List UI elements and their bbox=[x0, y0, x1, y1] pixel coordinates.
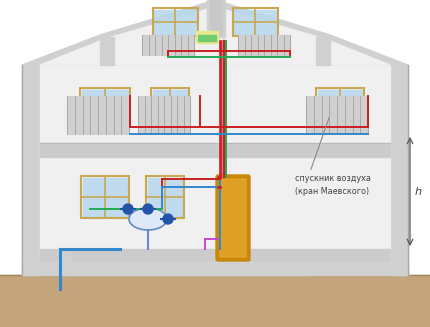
Bar bbox=[81, 176, 129, 218]
Text: спускник воздуха
(кран Маевского): спускник воздуха (кран Маевского) bbox=[295, 174, 370, 196]
Ellipse shape bbox=[129, 208, 167, 230]
Bar bbox=[100, 37, 114, 65]
Bar bbox=[0, 275, 430, 327]
Bar bbox=[40, 61, 390, 261]
Bar bbox=[67, 96, 129, 134]
Bar bbox=[80, 88, 130, 126]
Bar bbox=[151, 88, 189, 126]
Bar bbox=[82, 90, 129, 125]
Bar bbox=[233, 8, 277, 36]
Circle shape bbox=[143, 204, 153, 214]
Bar bbox=[83, 178, 128, 216]
FancyBboxPatch shape bbox=[220, 179, 246, 257]
Bar bbox=[22, 261, 408, 275]
Bar bbox=[210, 0, 222, 35]
Bar bbox=[238, 35, 290, 55]
Bar bbox=[22, 65, 40, 275]
Bar bbox=[316, 88, 364, 126]
Circle shape bbox=[123, 204, 133, 214]
Bar bbox=[306, 96, 368, 134]
Bar bbox=[196, 31, 218, 43]
Bar bbox=[146, 176, 184, 218]
Bar bbox=[138, 96, 190, 134]
Polygon shape bbox=[22, 0, 408, 65]
Bar bbox=[390, 65, 408, 275]
Bar bbox=[40, 249, 390, 261]
Bar bbox=[60, 249, 72, 275]
Bar bbox=[40, 143, 390, 157]
Polygon shape bbox=[40, 7, 390, 65]
Bar bbox=[154, 9, 196, 35]
Bar bbox=[147, 178, 182, 216]
Text: h: h bbox=[415, 187, 422, 197]
Bar bbox=[234, 9, 276, 35]
Bar bbox=[198, 35, 216, 41]
Bar bbox=[316, 37, 330, 65]
Bar bbox=[60, 263, 310, 275]
Bar bbox=[207, 0, 225, 37]
FancyBboxPatch shape bbox=[216, 175, 250, 261]
Bar bbox=[317, 90, 362, 125]
Circle shape bbox=[163, 214, 173, 224]
Bar bbox=[153, 8, 197, 36]
Bar bbox=[153, 90, 187, 125]
Bar bbox=[142, 35, 194, 55]
